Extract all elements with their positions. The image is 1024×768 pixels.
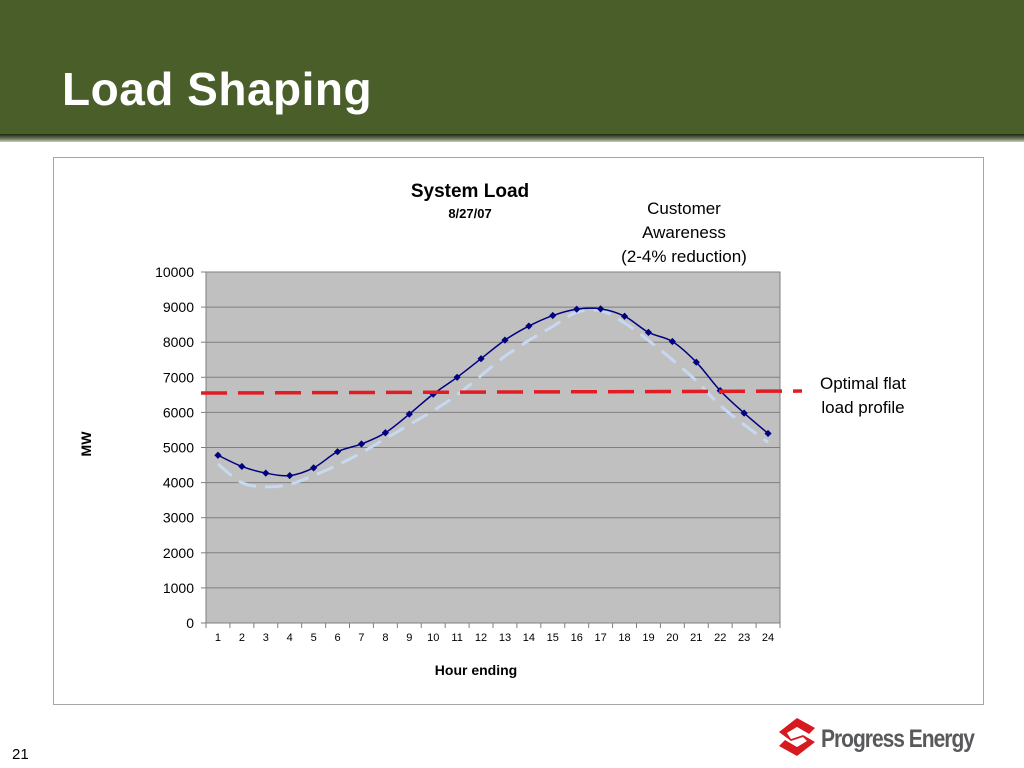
annotation-line: Customer	[647, 199, 721, 218]
chart-subtitle: 8/27/07	[448, 206, 492, 221]
y-axis-label: MW	[78, 431, 94, 457]
annotation-customer-awareness: Customer Awareness (2-4% reduction)	[596, 197, 772, 269]
y-tick-label: 10000	[155, 264, 194, 280]
y-tick-label: 8000	[163, 334, 194, 350]
x-tick-label: 19	[642, 632, 654, 644]
data-point	[453, 373, 461, 381]
data-point	[238, 462, 246, 471]
x-tick-label: 24	[762, 632, 774, 644]
data-point	[549, 311, 557, 320]
y-tick-label: 4000	[163, 475, 194, 491]
header-divider	[0, 134, 1024, 142]
page-title: Load Shaping	[62, 63, 373, 115]
x-tick-label: 1	[215, 632, 221, 644]
x-tick-label: 7	[358, 632, 364, 644]
chart-title: System Load	[410, 181, 530, 202]
data-point	[740, 409, 748, 417]
y-tick-label: 3000	[163, 510, 194, 526]
x-tick-label: 17	[595, 632, 607, 644]
slide-header	[0, 0, 1024, 134]
x-tick-label: 14	[523, 632, 535, 644]
x-tick-label: 8	[382, 632, 388, 644]
data-point	[668, 337, 676, 346]
x-tick-label: 2	[239, 632, 245, 644]
y-tick-label: 7000	[163, 369, 194, 385]
annotation-line: (2-4% reduction)	[621, 247, 747, 266]
x-tick-label: 20	[666, 632, 678, 644]
data-point	[525, 322, 533, 330]
data-point	[573, 305, 581, 313]
data-point	[644, 328, 653, 336]
annotation-line: Optimal flat	[820, 374, 906, 393]
data-point	[501, 336, 509, 344]
data-point	[405, 410, 413, 418]
data-point	[692, 358, 700, 366]
data-point	[286, 471, 294, 480]
data-point	[262, 469, 270, 477]
x-tick-label: 21	[690, 632, 702, 644]
x-tick-label: 12	[475, 632, 487, 644]
x-tick-label: 6	[334, 632, 340, 644]
data-point	[381, 429, 389, 437]
annotation-optimal-flat: Optimal flat load profile	[800, 372, 926, 420]
y-tick-label: 5000	[163, 440, 194, 456]
data-point	[429, 390, 437, 398]
annotation-line: Awareness	[642, 223, 726, 242]
data-point	[333, 448, 342, 456]
data-point	[764, 429, 772, 438]
x-tick-label: 13	[499, 632, 511, 644]
x-tick-label: 18	[618, 632, 630, 644]
annotation-line: load profile	[821, 398, 905, 417]
data-point	[477, 355, 485, 363]
x-axis-label: Hour ending	[434, 662, 518, 678]
x-tick-label: 22	[714, 632, 726, 644]
y-tick-label: 2000	[163, 545, 194, 561]
y-tick-label: 1000	[163, 580, 194, 596]
data-point	[357, 440, 366, 448]
data-point	[597, 305, 605, 313]
x-tick-label: 5	[311, 632, 317, 644]
x-tick-label: 3	[263, 632, 269, 644]
x-tick-label: 15	[547, 632, 559, 644]
y-tick-label: 9000	[163, 299, 194, 315]
x-tick-label: 4	[287, 632, 293, 644]
y-tick-label: 6000	[163, 404, 194, 420]
data-point	[214, 451, 222, 459]
x-tick-label: 23	[738, 632, 750, 644]
logo-text: Progress Energy	[821, 725, 975, 753]
data-point	[310, 464, 318, 472]
x-tick-label: 11	[451, 632, 462, 644]
data-point	[620, 312, 629, 320]
x-tick-label: 9	[406, 632, 412, 644]
page-number: 21	[12, 746, 29, 763]
shaped-load-line	[217, 308, 769, 489]
progress-energy-logo-icon	[779, 718, 815, 756]
flat-load-line	[200, 389, 803, 395]
x-tick-label: 16	[571, 632, 583, 644]
x-tick-label: 10	[427, 632, 439, 644]
y-tick-label: 0	[186, 615, 194, 631]
progress-energy-logo: Progress Energy	[776, 716, 986, 758]
